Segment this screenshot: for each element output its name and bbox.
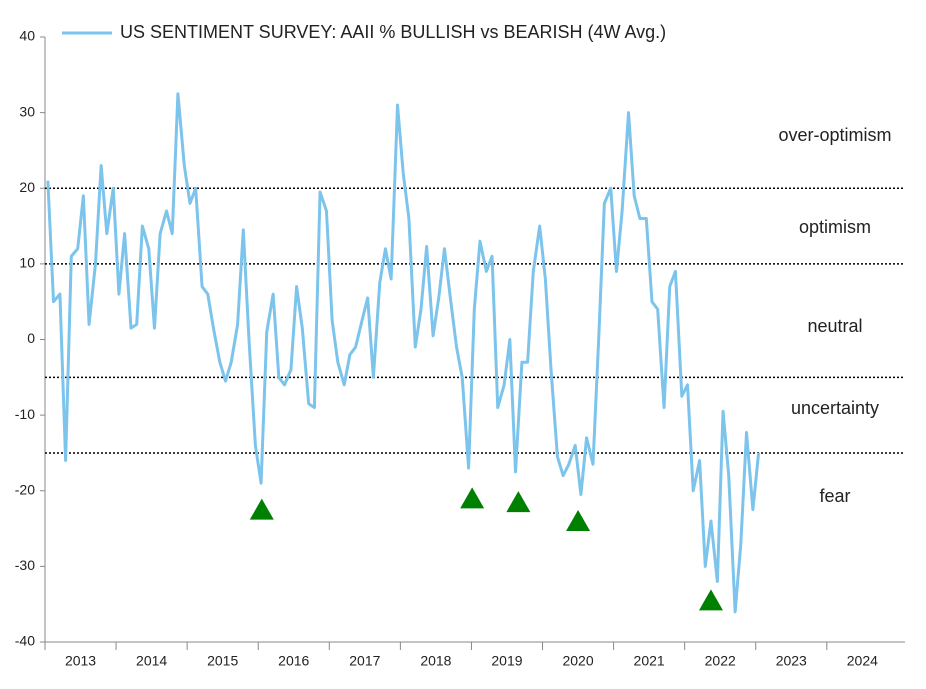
x-tick-label: 2015 [207,653,238,669]
x-tick-label: 2018 [420,653,451,669]
y-tick-label: 0 [27,330,35,346]
x-tick-label: 2022 [705,653,736,669]
x-tick-label: 2014 [136,653,167,669]
zone-label: neutral [807,316,862,336]
marker-triangle [460,487,485,509]
marker-triangle [506,491,531,513]
y-tick-label: -10 [15,406,35,422]
x-tick-label: 2020 [562,653,593,669]
x-tick-label: 2023 [776,653,807,669]
x-tick-label: 2024 [847,653,878,669]
zone-label: fear [819,486,850,506]
marker-triangle [566,510,591,531]
zone-label: uncertainty [791,398,879,418]
x-tick-label: 2016 [278,653,309,669]
x-tick-label: 2021 [634,653,665,669]
x-tick-label: 2019 [491,653,522,669]
y-tick-label: 40 [19,28,35,44]
marker-triangle [698,589,723,611]
x-tick-label: 2017 [349,653,380,669]
x-tick-label: 2013 [65,653,96,669]
zone-label: optimism [799,217,871,237]
y-tick-label: 10 [19,255,35,271]
y-tick-label: -40 [15,633,35,649]
legend-label: US SENTIMENT SURVEY: AAII % BULLISH vs B… [120,22,666,42]
y-tick-label: 30 [19,103,35,119]
marker-triangle [249,498,274,520]
zone-label: over-optimism [778,125,891,145]
y-tick-label: -20 [15,481,35,497]
series-line [46,92,761,614]
y-tick-label: 20 [19,179,35,195]
y-tick-label: -30 [15,557,35,573]
